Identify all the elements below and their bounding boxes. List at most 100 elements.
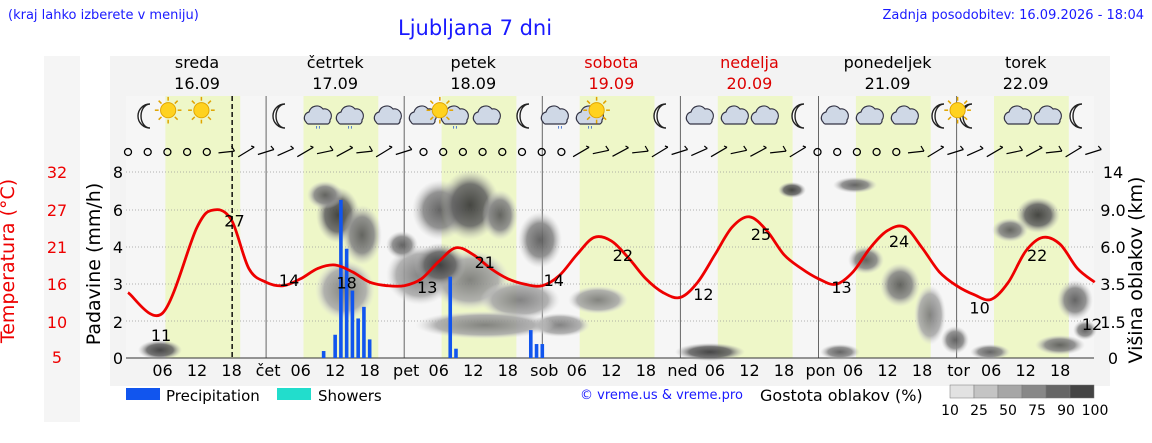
wind-barb-icon xyxy=(750,147,767,157)
cloud-density-level-label: 90 xyxy=(1057,403,1075,419)
wind-barb-icon xyxy=(632,150,649,154)
wind-barb-icon xyxy=(907,150,925,154)
x-hour-label: 06 xyxy=(290,361,310,380)
temperature-value-label: 25 xyxy=(751,225,771,244)
wind-barb-icon xyxy=(1078,145,1082,148)
cloud-density-area xyxy=(914,285,946,345)
cloud-density-area xyxy=(1016,197,1060,233)
x-hour-label: 12 xyxy=(1015,361,1035,380)
cloud-tick-label: 3.5 xyxy=(1100,275,1125,294)
wind-barb-icon xyxy=(257,148,275,156)
wind-calm-icon xyxy=(439,147,448,157)
cloud-density-swatch xyxy=(997,384,1023,399)
wind-barb-icon xyxy=(691,147,708,157)
day-name-label: torek xyxy=(1005,53,1047,72)
day-name-label: ponedeljek xyxy=(844,53,933,72)
x-hour-label: 12 xyxy=(739,361,759,380)
cloud-density-area xyxy=(820,344,860,360)
temperature-tick-label: 10 xyxy=(47,313,67,332)
last-updated: Zadnja posodobitev: 16.09.2026 - 18:04 xyxy=(882,8,1144,23)
x-hour-label: 06 xyxy=(981,361,1001,380)
cloud-axis-label: Višina oblakov (km) xyxy=(1125,177,1147,364)
wind-barb-icon xyxy=(368,145,373,152)
wind-barb-icon xyxy=(782,145,787,152)
x-hour-label: 18 xyxy=(912,361,932,380)
cloud-density-area xyxy=(941,326,969,354)
wind-barb-icon xyxy=(644,145,649,152)
precipitation-bar xyxy=(448,276,453,358)
precipitation-bar xyxy=(321,351,326,358)
cloud-density-swatch xyxy=(1069,384,1095,399)
wind-barb-icon xyxy=(277,147,294,157)
temperature-value-label: 27 xyxy=(224,211,244,230)
wind-barb-icon xyxy=(986,146,1004,158)
credit-link[interactable]: © vreme.us & vreme.pro xyxy=(580,388,743,403)
wind-barb-icon xyxy=(290,145,294,149)
wind-calm-icon xyxy=(498,147,507,157)
wind-barb-icon xyxy=(684,145,689,150)
temperature-value-label: 14 xyxy=(544,271,564,290)
day-name-label: sobota xyxy=(584,53,638,72)
x-hour-label: 12 xyxy=(601,361,621,380)
x-hour-label: 12 xyxy=(877,361,897,380)
showers-legend-label: Showers xyxy=(318,387,382,405)
x-hour-label: 06 xyxy=(567,361,587,380)
x-hour-label: 06 xyxy=(843,361,863,380)
wind-barb-icon xyxy=(395,148,412,156)
wind-calm-icon xyxy=(478,147,487,157)
temperature-value-label: 14 xyxy=(279,271,299,290)
precipitation-bar xyxy=(367,339,372,358)
precipitation-bar xyxy=(356,318,360,358)
x-hour-label: 18 xyxy=(636,361,656,380)
wind-barb-icon xyxy=(316,149,334,155)
x-day-label: čet xyxy=(256,361,281,380)
cloud-density-area xyxy=(568,286,628,314)
precipitation-bar xyxy=(528,330,533,358)
x-day-label: ned xyxy=(667,361,697,380)
x-hour-label: 06 xyxy=(429,361,449,380)
precipitation-bar xyxy=(350,290,355,358)
cloud-density-area xyxy=(970,344,1010,360)
wind-barb-icon xyxy=(1058,145,1063,152)
wind-calm-icon xyxy=(419,147,428,157)
day-name-label: nedelja xyxy=(720,53,779,72)
cloud-density-area xyxy=(386,231,418,259)
precip-tick-label: 2 xyxy=(113,313,123,332)
daytime-band xyxy=(579,96,655,358)
temperature-value-label: 22 xyxy=(613,246,633,265)
cloud-density-level-label: 10 xyxy=(941,403,959,419)
temperature-tick-label: 21 xyxy=(47,238,67,257)
cloud-density-area xyxy=(992,218,1028,242)
cloud-density-level-label: 75 xyxy=(1028,403,1046,419)
rain-icon: '' xyxy=(347,125,353,136)
precipitation-bar xyxy=(534,344,539,358)
x-day-label: tor xyxy=(947,361,970,380)
cloud-density-area xyxy=(415,311,555,339)
x-day-label: sob xyxy=(530,361,558,380)
daytime-band xyxy=(717,96,793,358)
x-hour-label: 06 xyxy=(152,361,172,380)
wind-calm-icon xyxy=(557,147,566,157)
temperature-tick-label: 32 xyxy=(47,163,67,182)
day-date-label: 21.09 xyxy=(865,74,911,93)
wind-barb-icon xyxy=(671,148,688,156)
cloud-tick-label: 14 xyxy=(1103,163,1123,182)
cloud-density-area xyxy=(138,340,182,360)
day-date-label: 22.09 xyxy=(1003,74,1049,93)
day-date-label: 17.09 xyxy=(312,74,358,93)
temperature-value-label: 13 xyxy=(417,278,437,297)
wind-barb-icon xyxy=(1045,150,1062,154)
precipitation-bar xyxy=(454,348,458,358)
x-hour-label: 12 xyxy=(187,361,207,380)
wind-barb-icon xyxy=(592,149,609,155)
cloud-density-swatch xyxy=(1045,384,1071,399)
x-hour-label: 18 xyxy=(498,361,518,380)
cloud-density-area xyxy=(480,280,560,320)
cloud-density-level-label: 100 xyxy=(1082,403,1109,419)
wind-barb-icon xyxy=(296,146,314,158)
location-hint[interactable]: (kraj lahko izberete v meniju) xyxy=(8,8,199,23)
x-hour-label: 18 xyxy=(1050,361,1070,380)
wind-barb-icon xyxy=(1085,148,1102,156)
wind-barb-icon xyxy=(966,147,984,157)
